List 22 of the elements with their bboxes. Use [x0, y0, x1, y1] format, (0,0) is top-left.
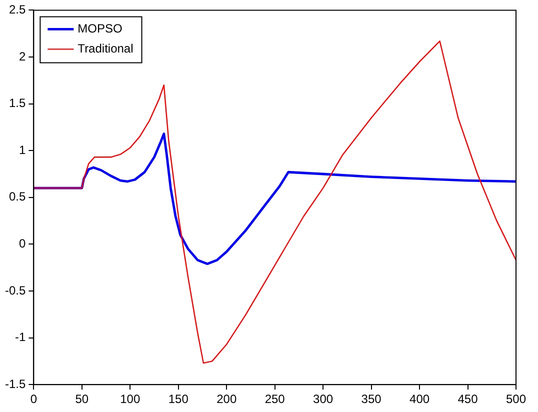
x-tick-label: 100 [120, 392, 140, 406]
y-tick-label: 1 [18, 142, 26, 157]
x-tick-label: 400 [410, 392, 430, 406]
x-tick-label: 150 [168, 392, 189, 406]
x-tick-label: 200 [216, 392, 237, 406]
x-tick-label: 50 [75, 392, 89, 406]
y-tick-label: 0.5 [8, 190, 26, 204]
y-tick-label: -1.5 [4, 376, 26, 391]
legend-label: MOPSO [78, 22, 122, 36]
x-tick-label: 350 [361, 392, 382, 406]
x-tick-label: 500 [506, 392, 526, 406]
x-tick-label: 300 [313, 392, 334, 406]
y-tick-label: 2.5 [8, 2, 26, 17]
y-tick-label: 2 [18, 49, 26, 64]
x-tick-label: 250 [264, 392, 286, 406]
x-tick-label: 0 [30, 392, 38, 406]
y-tick-label: 1.5 [8, 96, 26, 110]
y-tick-label: -0.5 [4, 283, 26, 298]
y-tick-label: 0 [18, 236, 26, 251]
x-tick-label: 450 [458, 392, 478, 406]
y-tick-label: -1 [15, 330, 26, 344]
legend-label: Traditional [78, 42, 134, 56]
